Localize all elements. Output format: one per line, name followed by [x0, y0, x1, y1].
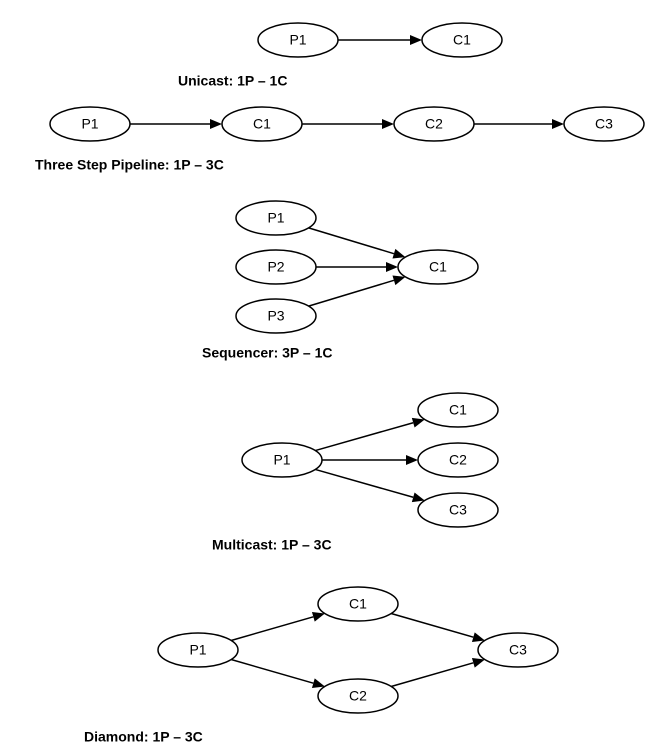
node-p1: P1 [236, 201, 316, 235]
edge [309, 228, 406, 259]
node-p2: P2 [236, 250, 316, 284]
arrowhead-icon [412, 492, 425, 502]
node-c2: C2 [318, 679, 398, 713]
node-label: P1 [289, 32, 306, 48]
edge [302, 119, 394, 129]
arrowhead-icon [312, 678, 325, 688]
edge [130, 119, 222, 129]
edge [231, 612, 325, 640]
node-c3: C3 [478, 633, 558, 667]
node-label: P1 [81, 116, 98, 132]
node-p1: P1 [158, 633, 238, 667]
node-p3: P3 [236, 299, 316, 333]
edge [315, 469, 424, 502]
node-label: C1 [453, 32, 471, 48]
arrowhead-icon [472, 658, 485, 668]
edge [391, 658, 485, 686]
edge [309, 276, 406, 307]
arrowhead-icon [472, 632, 485, 642]
arrowhead-icon [410, 35, 422, 45]
node-c2: C2 [418, 443, 498, 477]
diagram-caption-pipeline: Three Step Pipeline: 1P – 3C [35, 157, 224, 173]
node-c1: C1 [222, 107, 302, 141]
node-label: C3 [449, 502, 467, 518]
diagram-caption-diamond: Diamond: 1P – 3C [84, 729, 203, 745]
arrowhead-icon [386, 262, 398, 272]
arrowhead-icon [392, 276, 405, 286]
edge [322, 455, 418, 465]
node-c3: C3 [418, 493, 498, 527]
node-label: P2 [267, 259, 284, 275]
arrowhead-icon [552, 119, 564, 129]
arrowhead-icon [312, 612, 325, 622]
arrowhead-icon [412, 418, 425, 428]
node-label: P1 [267, 210, 284, 226]
diagram-caption-multicast: Multicast: 1P – 3C [212, 537, 332, 553]
node-c1: C1 [398, 250, 478, 284]
edge [231, 660, 325, 688]
diagram-caption-unicast: Unicast: 1P – 1C [178, 73, 287, 89]
node-label: P1 [189, 642, 206, 658]
node-label: C1 [349, 596, 367, 612]
node-label: C3 [509, 642, 527, 658]
node-c1: C1 [318, 587, 398, 621]
node-p1: P1 [242, 443, 322, 477]
node-c1: C1 [418, 393, 498, 427]
diagram-canvas: P1 C1 P1 C1 C2 C3 P1 P2 P3 C1 P1 C1 C2 C3 P1 C1 C2 C3 Unic… [0, 0, 663, 749]
diagram-caption-sequencer: Sequencer: 3P – 1C [202, 345, 332, 361]
node-p1: P1 [50, 107, 130, 141]
edge [315, 418, 424, 451]
node-c2: C2 [394, 107, 474, 141]
node-label: C2 [425, 116, 443, 132]
arrowhead-icon [392, 249, 405, 259]
node-label: P3 [267, 308, 284, 324]
edge [474, 119, 564, 129]
node-label: C1 [449, 402, 467, 418]
arrowhead-icon [382, 119, 394, 129]
node-label: C2 [349, 688, 367, 704]
node-label: C3 [595, 116, 613, 132]
node-label: C2 [449, 452, 467, 468]
arrowhead-icon [406, 455, 418, 465]
node-c3: C3 [564, 107, 644, 141]
arrowhead-icon [210, 119, 222, 129]
node-label: C1 [253, 116, 271, 132]
edge [316, 262, 398, 272]
node-label: C1 [429, 259, 447, 275]
node-p1: P1 [258, 23, 338, 57]
node-label: P1 [273, 452, 290, 468]
node-c1: C1 [422, 23, 502, 57]
edge [391, 614, 485, 642]
edge [338, 35, 422, 45]
